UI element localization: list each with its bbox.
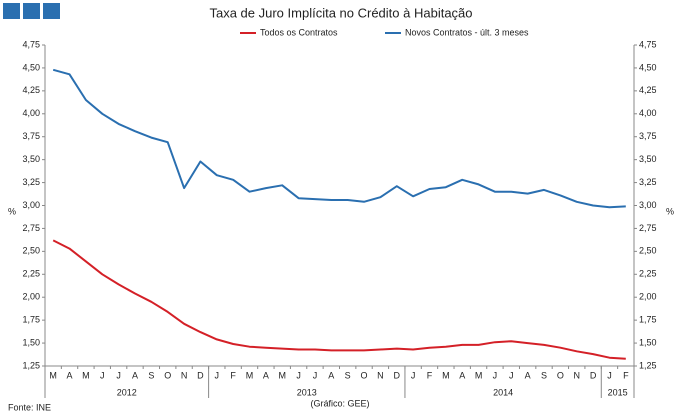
x-tick-label: N	[181, 370, 188, 380]
x-tick-label: J	[215, 370, 220, 380]
x-tick-label: F	[623, 370, 629, 380]
y2-tick-label: 3,75	[639, 131, 657, 141]
x-tick-label: A	[459, 370, 465, 380]
y-tick-label: 4,25	[22, 85, 40, 95]
x-group-label: 2015	[608, 387, 628, 397]
x-tick-label: D	[394, 370, 401, 380]
x-group-label: 2014	[493, 387, 513, 397]
y-tick-label: 3,25	[22, 177, 40, 187]
y-tick-label: 2,25	[22, 269, 40, 279]
y-tick-label: 3,75	[22, 131, 40, 141]
x-tick-label: S	[541, 370, 547, 380]
y2-tick-label: 3,50	[639, 154, 657, 164]
x-tick-label: A	[328, 370, 334, 380]
x-tick-label: J	[296, 370, 301, 380]
x-tick-label: J	[100, 370, 105, 380]
x-tick-label: F	[230, 370, 236, 380]
x-tick-label: M	[82, 370, 90, 380]
x-tick-label: N	[377, 370, 384, 380]
x-tick-label: J	[411, 370, 416, 380]
x-tick-label: O	[164, 370, 171, 380]
y-tick-label: 4,00	[22, 108, 40, 118]
y2-tick-label: 3,00	[639, 200, 657, 210]
series-line	[52, 68, 626, 209]
x-tick-label: A	[67, 370, 73, 380]
x-tick-label: O	[557, 370, 564, 380]
x-tick-label: M	[475, 370, 483, 380]
note: (Gráfico: GEE)	[310, 398, 369, 408]
source: Fonte: INE	[8, 402, 51, 412]
x-tick-label: S	[148, 370, 154, 380]
y2-tick-label: 2,50	[639, 246, 657, 256]
y-tick-label: 1,25	[22, 360, 40, 370]
y2-tick-label: 1,50	[639, 337, 657, 347]
x-tick-label: J	[116, 370, 121, 380]
y2-tick-label: 1,75	[639, 315, 657, 325]
x-group-label: 2012	[117, 387, 137, 397]
y2-tick-label: 2,25	[639, 269, 657, 279]
x-tick-label: D	[197, 370, 204, 380]
y2-tick-label: 3,25	[639, 177, 657, 187]
x-tick-label: J	[313, 370, 318, 380]
logo-square	[43, 3, 60, 19]
x-tick-label: O	[361, 370, 368, 380]
y2-tick-label: 4,00	[639, 108, 657, 118]
y-tick-label: 2,50	[22, 246, 40, 256]
x-tick-label: A	[525, 370, 531, 380]
y2-tick-label: 1,25	[639, 360, 657, 370]
y2-tick-label: 4,25	[639, 85, 657, 95]
y-tick-label: 3,00	[22, 200, 40, 210]
x-tick-label: D	[590, 370, 597, 380]
legend-label: Novos Contratos - últ. 3 meses	[405, 27, 529, 37]
x-tick-label: J	[607, 370, 612, 380]
x-tick-label: N	[573, 370, 580, 380]
y2-tick-label: 4,50	[639, 62, 657, 72]
y-tick-label: 2,00	[22, 292, 40, 302]
x-tick-label: A	[132, 370, 138, 380]
x-tick-label: J	[509, 370, 514, 380]
chart-title: Taxa de Juro Implícita no Crédito à Habi…	[209, 5, 472, 20]
y-tick-label: 4,50	[22, 62, 40, 72]
legend-label: Todos os Contratos	[260, 27, 338, 37]
x-tick-label: M	[49, 370, 57, 380]
y-tick-label: 4,75	[22, 39, 40, 49]
y2-tick-label: 2,75	[639, 223, 657, 233]
y-axis-label: %	[8, 206, 16, 216]
y2-tick-label: 4,75	[639, 39, 657, 49]
logo-square	[23, 3, 40, 19]
x-tick-label: A	[263, 370, 269, 380]
logo-square	[3, 3, 20, 19]
x-tick-label: J	[493, 370, 498, 380]
x-tick-label: M	[246, 370, 254, 380]
y-tick-label: 3,50	[22, 154, 40, 164]
y-tick-label: 1,50	[22, 337, 40, 347]
x-tick-label: M	[442, 370, 450, 380]
x-tick-label: F	[427, 370, 433, 380]
y2-axis-label: %	[666, 206, 674, 216]
y-tick-label: 2,75	[22, 223, 40, 233]
y-tick-label: 1,75	[22, 315, 40, 325]
x-tick-label: S	[345, 370, 351, 380]
x-group-label: 2013	[297, 387, 317, 397]
series-line	[52, 239, 626, 360]
y2-tick-label: 2,00	[639, 292, 657, 302]
x-tick-label: M	[278, 370, 286, 380]
